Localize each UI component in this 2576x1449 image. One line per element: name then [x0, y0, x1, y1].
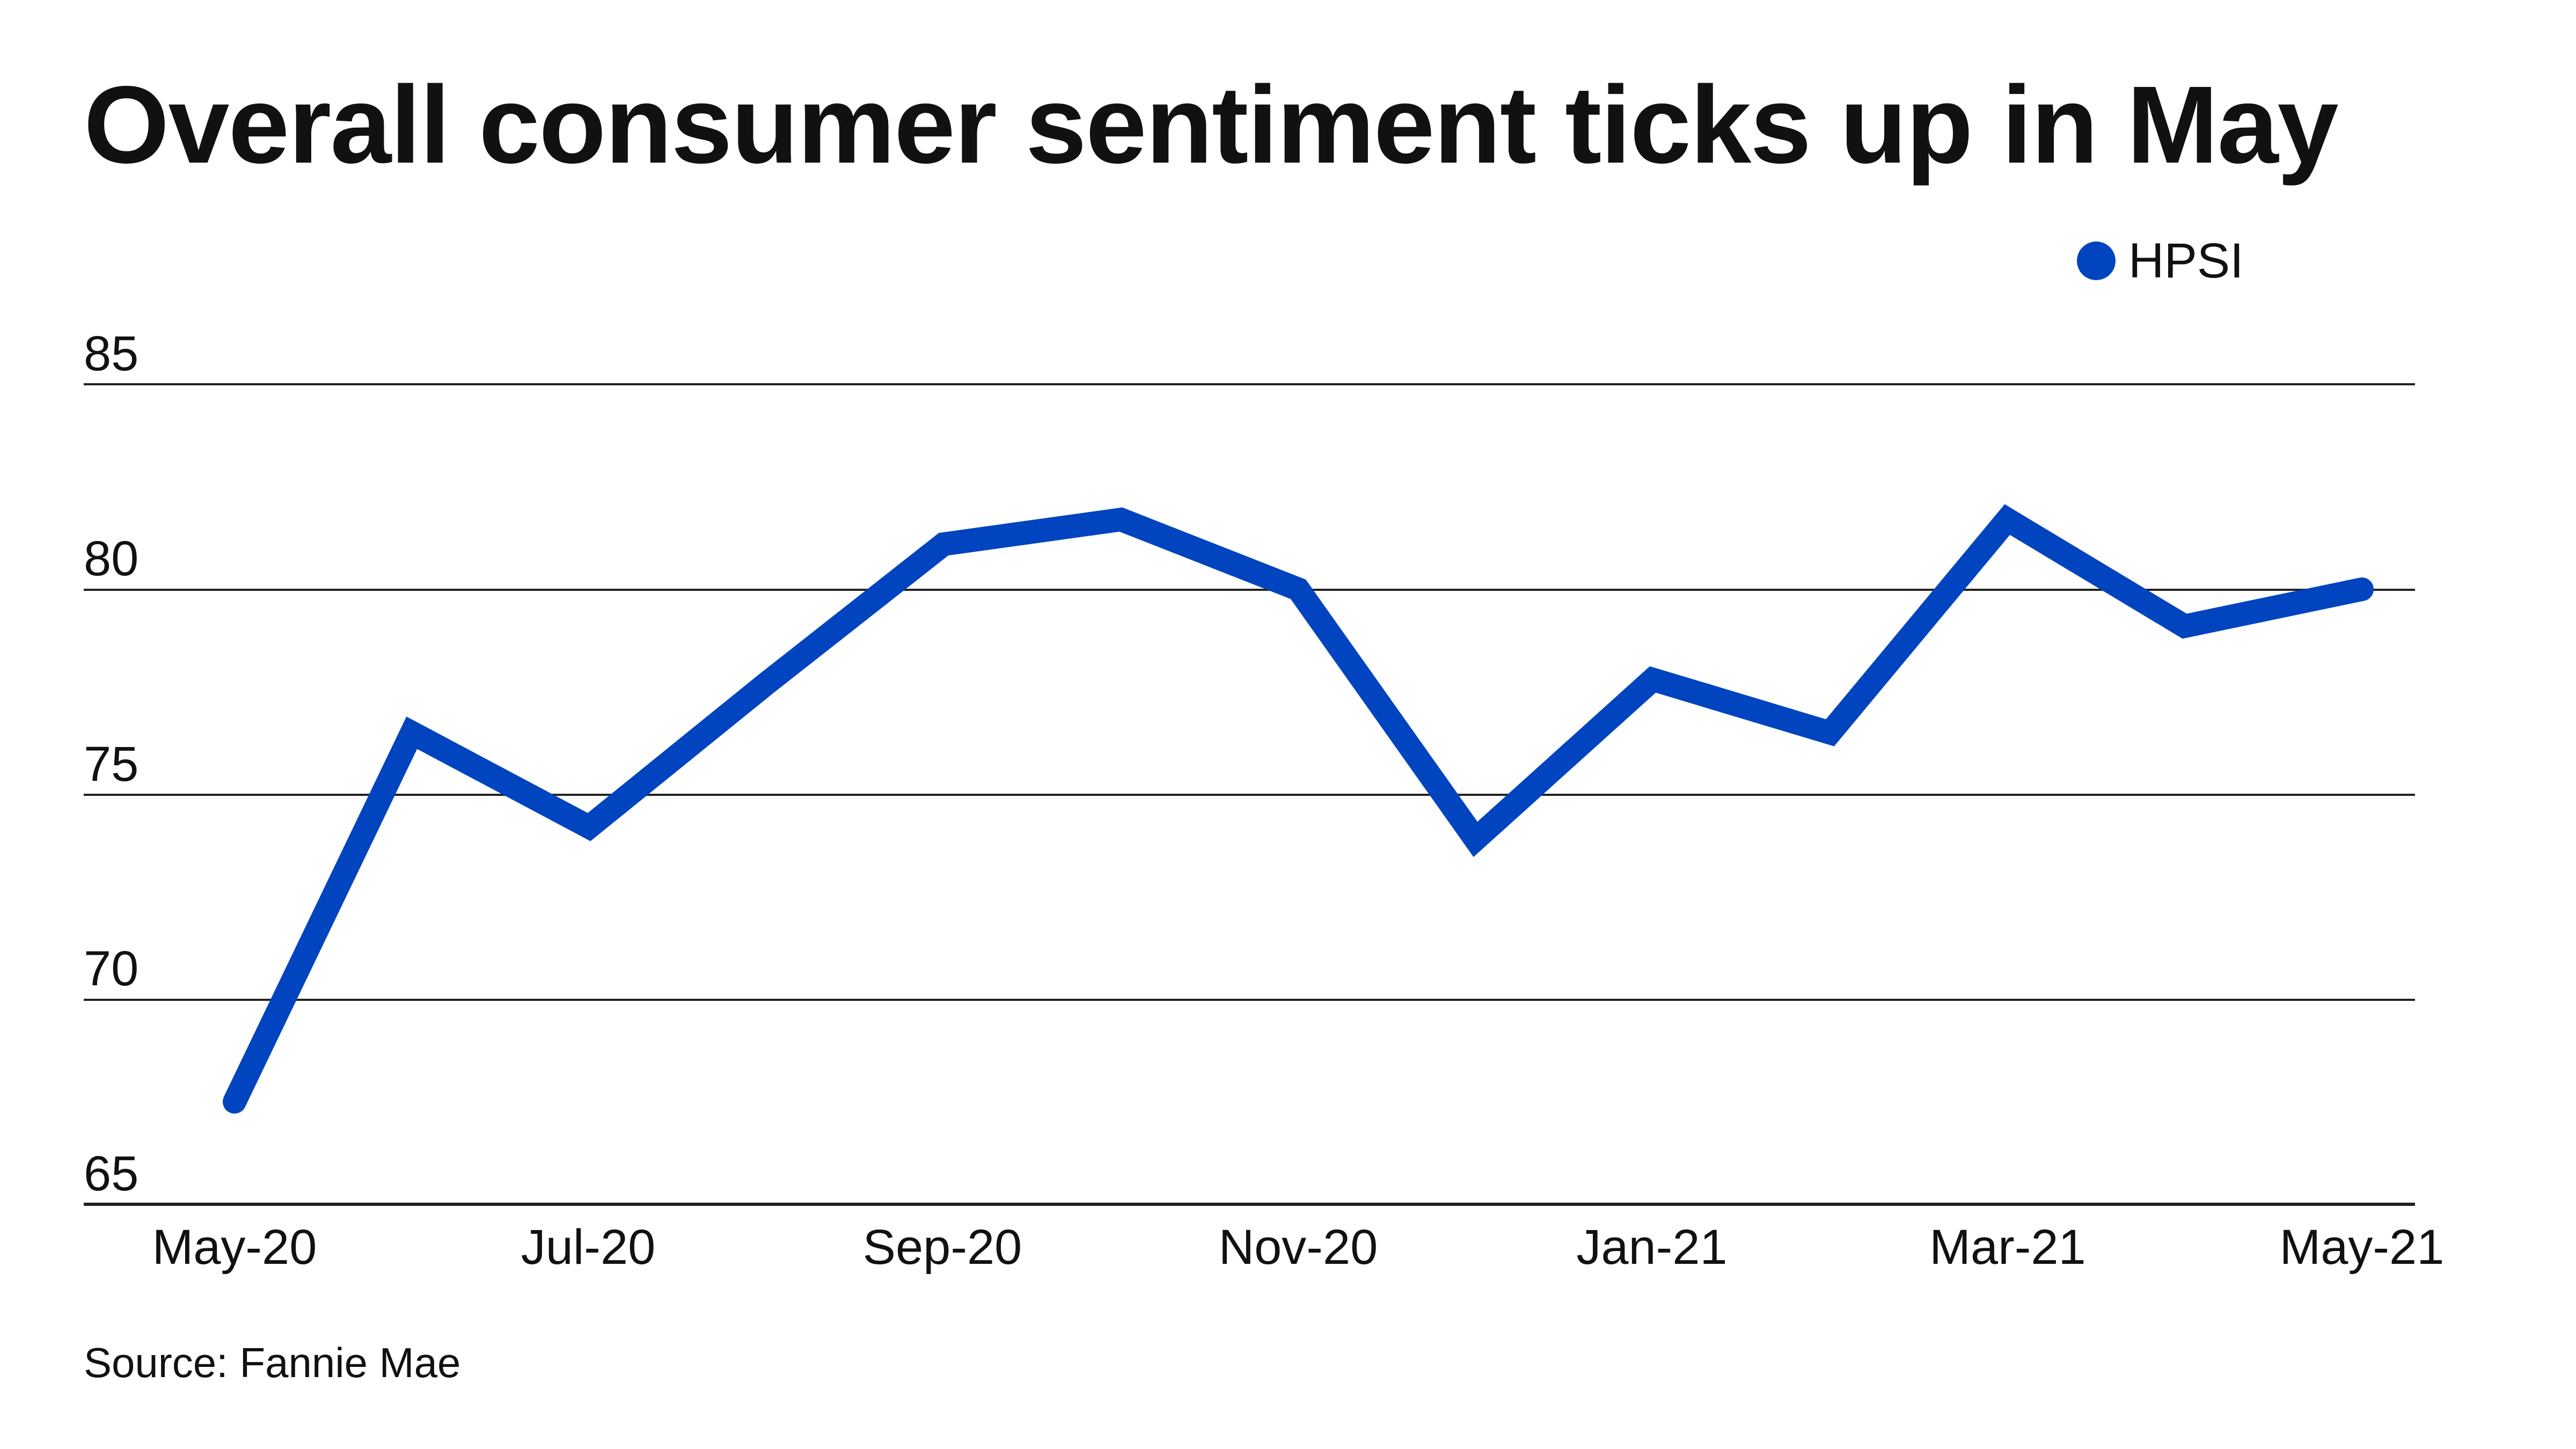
x-tick-label: Sep-20: [863, 1220, 1022, 1275]
x-tick-label: May-20: [152, 1220, 317, 1275]
x-tick-label: Nov-20: [1219, 1220, 1378, 1275]
x-tick-label: Jul-20: [521, 1220, 656, 1275]
legend: HPSI: [2077, 236, 2244, 286]
y-tick-label: 65: [84, 1146, 138, 1201]
legend-dot-icon: [2077, 241, 2116, 280]
y-tick-label: 75: [84, 737, 138, 792]
gridlines: [84, 383, 2415, 1206]
y-axis-labels: 85 80 75 70 65: [84, 326, 138, 1201]
x-axis-labels: May-20 Jul-20 Sep-20 Nov-20 Jan-21 Mar-2…: [152, 1220, 2445, 1275]
y-tick-label: 70: [84, 941, 138, 996]
hpsi-series-line: [223, 504, 2374, 1114]
x-tick-label: May-21: [2280, 1220, 2445, 1275]
y-tick-label: 80: [84, 531, 138, 586]
source-note: Source: Fannie Mae: [84, 1339, 461, 1386]
y-tick-label: 85: [84, 326, 138, 381]
x-tick-label: Jan-21: [1576, 1220, 1727, 1275]
x-tick-label: Mar-21: [1929, 1220, 2085, 1275]
chart-title: Overall consumer sentiment ticks up in M…: [84, 63, 2339, 186]
legend-label: HPSI: [2128, 233, 2244, 288]
